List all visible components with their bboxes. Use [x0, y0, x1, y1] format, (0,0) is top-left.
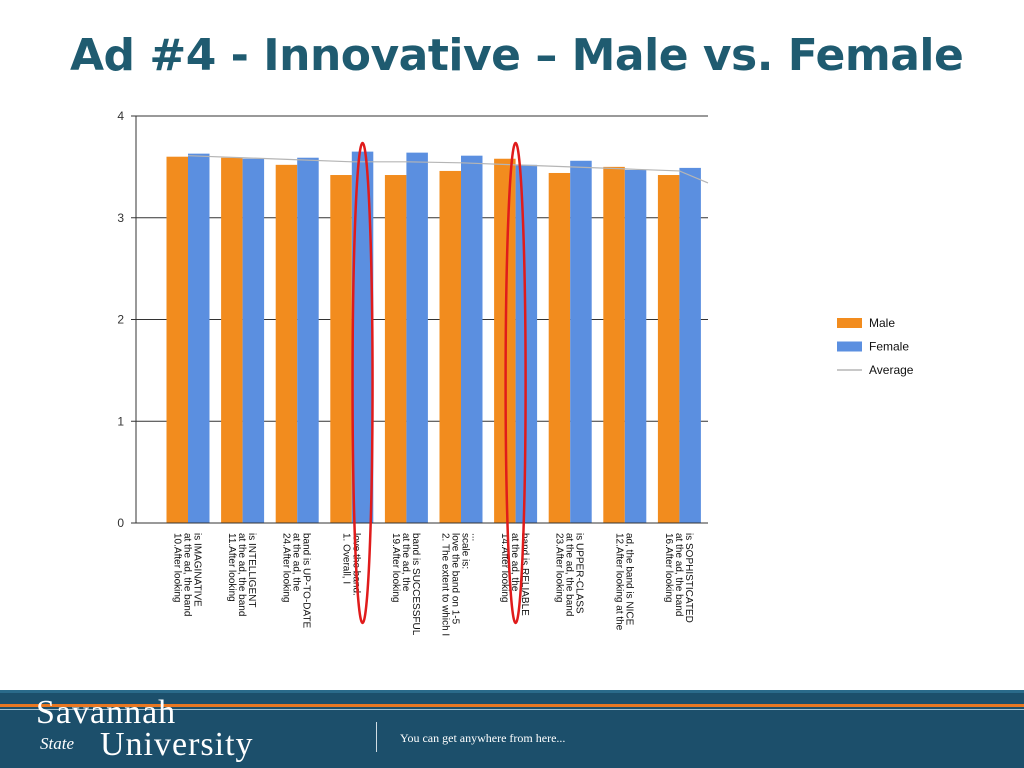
male-bar	[603, 166, 625, 523]
male-bar	[330, 175, 352, 523]
footer-thin-stripe	[0, 709, 1024, 710]
x-tick-label: 11.After looking at the ad, the band is IN…	[226, 533, 257, 616]
x-tick-label: 24.After looking at the ad, the band is UP…	[281, 533, 312, 629]
x-tick-label-line: at the ad, the band	[236, 533, 247, 616]
x-tick-label-line: band is UP-TO-DATE	[301, 533, 312, 629]
y-tick-label: 4	[117, 109, 124, 123]
average-line	[187, 155, 709, 184]
footer-accent-stripe	[0, 704, 1024, 707]
x-tick-label-line: is SOPHISTICATED	[683, 533, 694, 623]
x-tick-label-line: ...	[470, 533, 481, 541]
x-tick-label: 19.After looking at the ad, the band is SU…	[390, 533, 421, 636]
logo-text-university: University	[100, 726, 254, 763]
x-tick-label-line: at the ad, the	[291, 533, 302, 592]
y-tick-label: 3	[117, 211, 124, 225]
logo-text-state: State	[40, 734, 74, 753]
male-bar	[166, 156, 188, 523]
chart-bars	[166, 151, 701, 524]
chart-category-labels: 10.After looking at the ad, the band is IM…	[172, 533, 694, 636]
female-bar	[679, 167, 701, 523]
female-bar	[297, 157, 319, 523]
female-bar	[624, 169, 647, 524]
legend-label: Average	[869, 363, 914, 377]
footer-stripe	[0, 690, 1024, 693]
x-tick-label-line: 12.After looking at the	[613, 533, 624, 631]
logo-text-savannah: Savannah	[36, 694, 177, 731]
x-tick-label-line: at the ad, the	[509, 533, 520, 592]
legend-label: Male	[869, 316, 895, 330]
x-tick-label-line: love the band on 1-5	[450, 533, 461, 625]
chart-average-line	[187, 155, 709, 184]
chart-legend: Male Female Average	[837, 316, 914, 377]
x-tick-label-line: 24.After looking	[281, 533, 292, 603]
female-bar	[570, 160, 592, 523]
legend-swatch	[837, 318, 862, 328]
highlight-ellipse	[351, 141, 374, 625]
x-tick-label-line: is IMAGINATIVE	[192, 533, 203, 607]
male-bar	[439, 170, 461, 523]
x-tick-label-line: 2. The extent to which I	[440, 533, 451, 636]
y-tick-label: 1	[117, 414, 124, 428]
male-bar	[548, 172, 571, 524]
x-tick-label-line: 10.After looking	[172, 533, 183, 603]
x-tick-label-line: 19.After looking	[390, 533, 401, 603]
footer-tagline: You can get anywhere from here...	[400, 731, 566, 745]
female-bar	[351, 151, 374, 524]
female-bar	[242, 158, 265, 524]
chart-axes: 0 1 2 3 4	[117, 109, 708, 530]
x-tick-label: 14.After looking at the ad, the band is RE…	[499, 533, 530, 616]
x-tick-label-line: 16.After looking	[663, 533, 674, 603]
female-bar	[188, 153, 210, 523]
male-bar	[384, 175, 407, 523]
highlight-ellipse	[504, 141, 527, 625]
male-bar	[657, 175, 680, 523]
x-tick-label-line: 23.After looking	[554, 533, 565, 603]
x-tick-label-line: scale is:	[460, 533, 471, 569]
x-tick-label: 16.After looking at the ad, the band is SO…	[663, 533, 694, 623]
legend-label: Female	[869, 340, 909, 354]
x-tick-label-line: 14.After looking	[499, 533, 510, 603]
male-bar	[221, 157, 243, 523]
male-bar	[275, 164, 298, 523]
x-tick-label-line: is UPPER-CLASS	[574, 533, 585, 614]
x-tick-label: 12.After looking at the ad, the band is N…	[613, 533, 634, 631]
x-tick-label: 23.After looking at the ad, the band is UP…	[554, 533, 585, 616]
x-tick-label-line: 11.After looking	[226, 533, 237, 602]
x-tick-label-line: at the ad, the	[400, 533, 411, 592]
footer-banner: Savannah State University You can get an…	[0, 690, 1024, 768]
female-bar	[461, 155, 483, 523]
x-tick-label-line: is INTELLIGENT	[246, 533, 257, 607]
legend-swatch	[837, 341, 862, 352]
x-tick-label: 10.After looking at the ad, the band is IM…	[172, 533, 203, 616]
y-tick-label: 2	[117, 313, 124, 327]
x-tick-label-line: at the ad, the band	[564, 533, 575, 616]
x-tick-label-line: band is SUCCESSFUL	[410, 533, 421, 636]
x-tick-label-line: ad, the band is NICE	[623, 533, 634, 626]
x-tick-label-line: band is RELIABLE	[519, 533, 530, 616]
chart-highlight-ellipses	[351, 141, 527, 625]
footer-divider	[376, 722, 377, 752]
y-tick-label: 0	[117, 516, 124, 530]
slide-title: Ad #4 - Innovative – Male vs. Female	[70, 30, 964, 81]
x-tick-label-line: at the ad, the band	[673, 533, 684, 616]
female-bar	[406, 152, 428, 523]
x-tick-label-line: 1. Overall, I	[340, 533, 351, 584]
x-tick-label-line: at the ad, the band	[182, 533, 193, 616]
